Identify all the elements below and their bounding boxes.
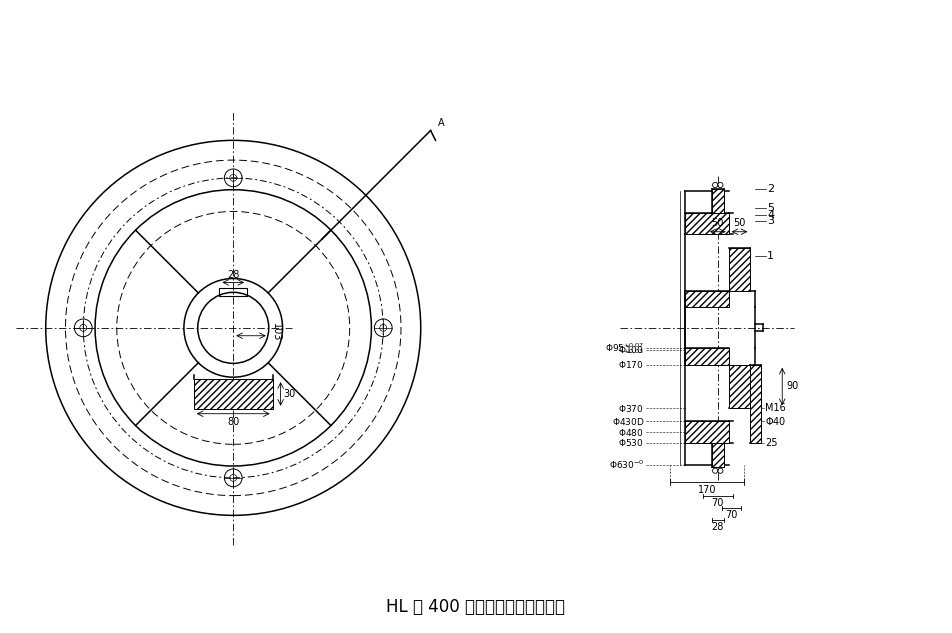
Polygon shape [685,421,728,443]
Bar [194,379,272,409]
Text: 30: 30 [284,389,296,399]
Text: 4: 4 [767,210,774,220]
Text: 28: 28 [711,522,724,532]
Text: 2: 2 [767,184,774,194]
Text: A: A [438,118,445,127]
Text: 70: 70 [711,498,724,508]
Text: $\Phi$170: $\Phi$170 [619,360,645,370]
Text: 50: 50 [733,218,745,228]
Polygon shape [685,348,728,365]
Polygon shape [685,291,728,308]
Text: $\Phi$480: $\Phi$480 [619,427,645,437]
Text: $\Phi$100: $\Phi$100 [619,344,645,355]
Polygon shape [712,443,724,467]
Text: 103: 103 [270,323,281,341]
Text: $\Phi$95$^{+0.07}_{+0.03}$: $\Phi$95$^{+0.07}_{+0.03}$ [605,341,645,356]
Polygon shape [712,189,724,213]
Text: 90: 90 [786,382,799,391]
Text: $\Phi$370: $\Phi$370 [619,403,645,414]
Text: $\Phi$40: $\Phi$40 [765,415,787,427]
Text: 5: 5 [767,203,774,213]
Polygon shape [685,213,728,234]
Polygon shape [728,365,750,408]
Text: 170: 170 [698,486,716,496]
Bar [219,289,248,296]
Text: 50: 50 [711,218,724,228]
Text: 1: 1 [767,251,774,261]
Text: M16: M16 [765,403,786,413]
Text: $\Phi$530: $\Phi$530 [619,437,645,448]
Text: 25: 25 [765,438,778,448]
Text: $\Phi$430D: $\Phi$430D [611,416,645,427]
Text: 3: 3 [767,216,774,227]
Text: HL 型 400 斗式提升机上链轮总图: HL 型 400 斗式提升机上链轮总图 [387,598,565,616]
Text: 70: 70 [725,510,738,520]
Polygon shape [750,365,762,443]
Text: 80: 80 [228,417,239,427]
Polygon shape [728,248,750,291]
Text: $\Phi$630$^{-0}$: $\Phi$630$^{-0}$ [609,458,645,471]
Text: 28: 28 [227,270,239,280]
